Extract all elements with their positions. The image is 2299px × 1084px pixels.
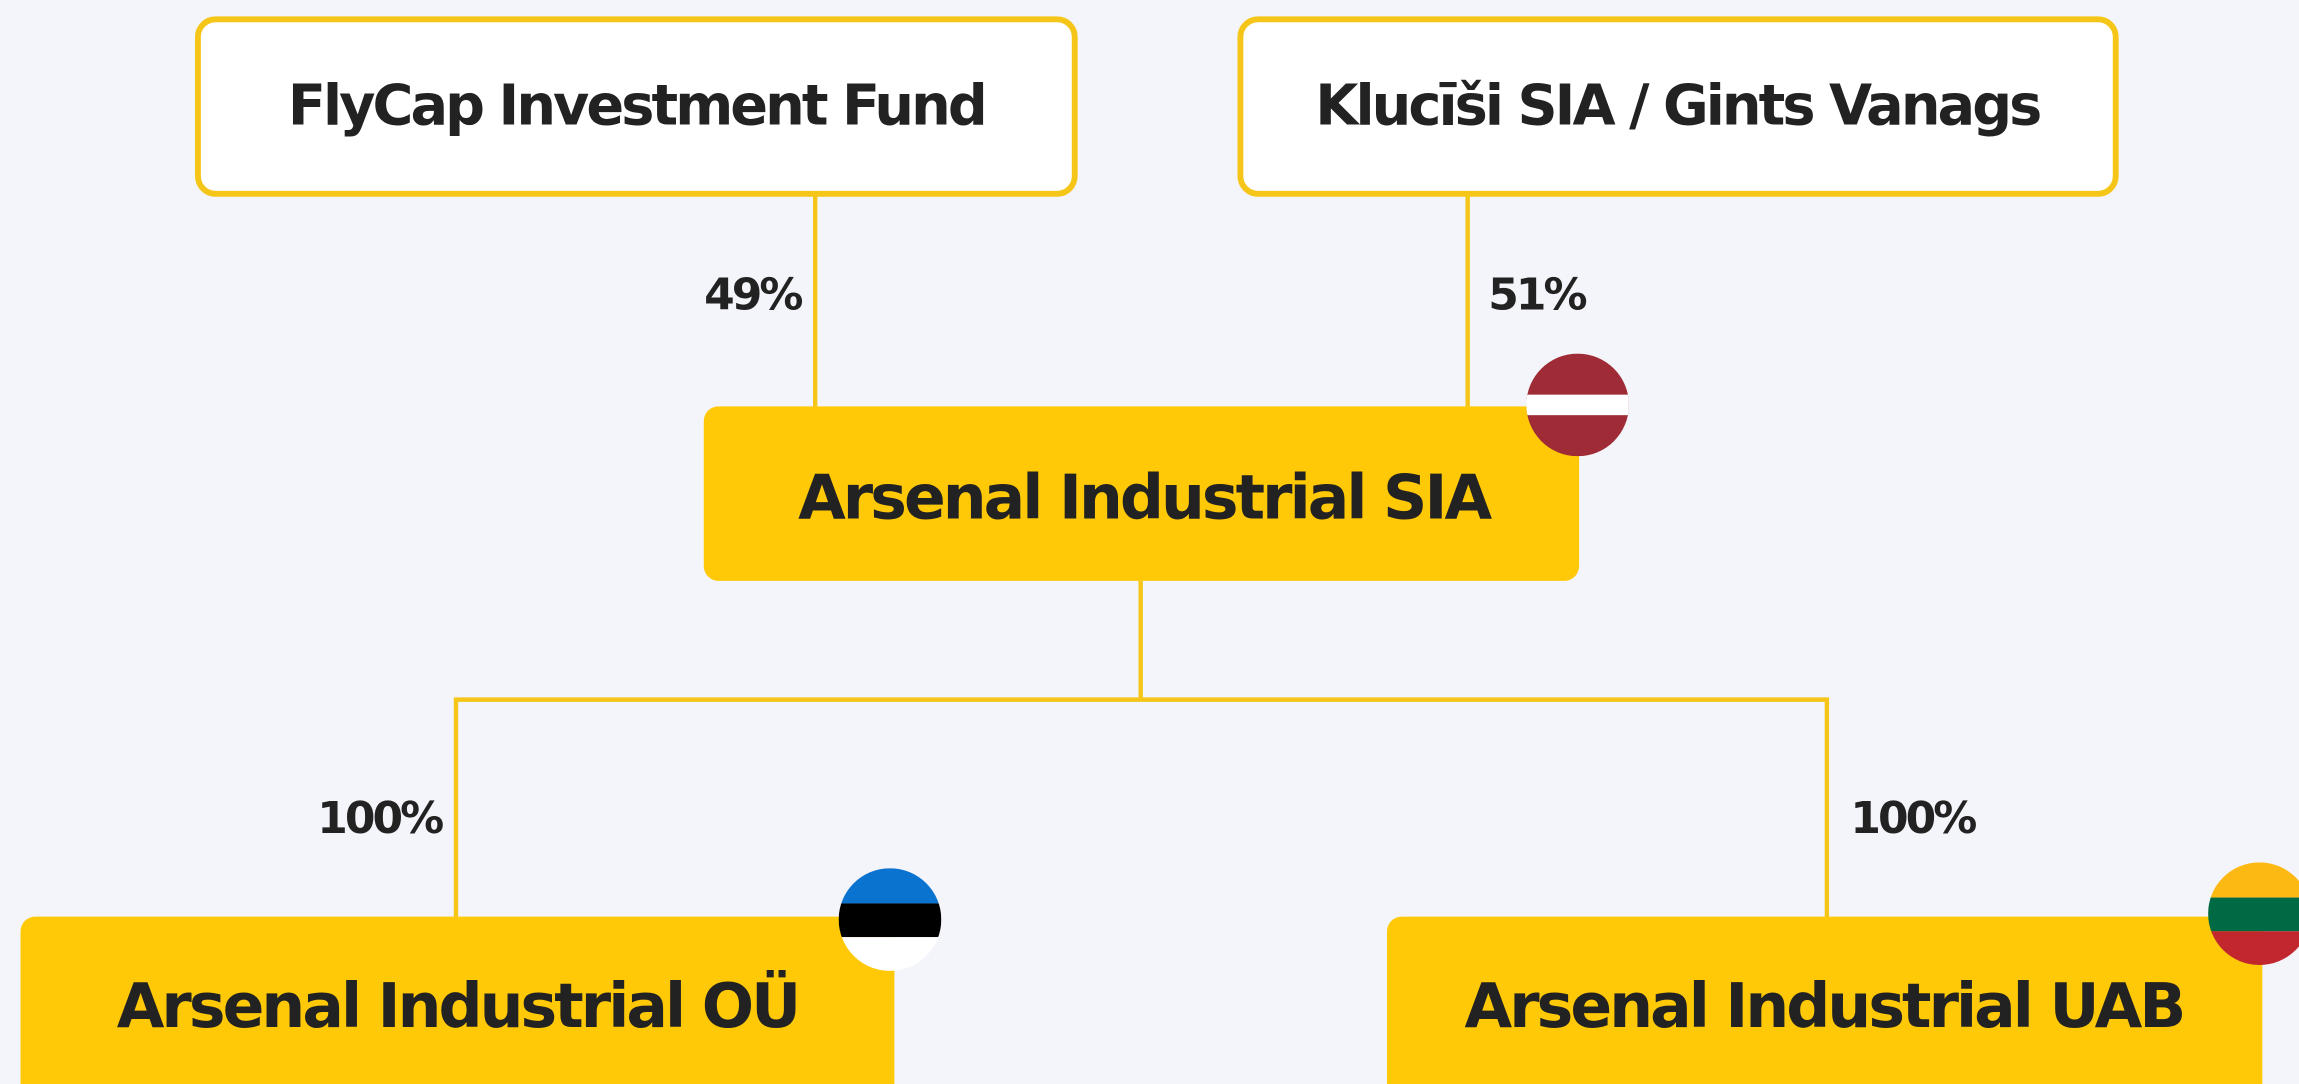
company-box	[703, 406, 1580, 581]
company-box	[20, 916, 895, 1084]
flag-estonia	[838, 868, 942, 971]
node-label: Arsenal Industrial SIA	[798, 461, 1492, 533]
ownership-label: 49%	[704, 269, 802, 320]
node-label: Arsenal Industrial UAB	[1464, 970, 2183, 1042]
owner-box	[195, 16, 1078, 197]
owner-box	[1237, 16, 2119, 197]
ownership-label: 100%	[1850, 793, 1976, 844]
connector	[453, 697, 1830, 919]
node-label: Klucīši SIA / Gints Vanags	[1315, 73, 2040, 138]
ownership-label: 100%	[317, 793, 443, 844]
ownership-label: 51%	[1488, 269, 1586, 320]
node-label: Arsenal Industrial OÜ	[117, 969, 798, 1042]
node-label: FlyCap Investment Fund	[288, 73, 985, 138]
company-box	[1387, 916, 2263, 1084]
flag-latvia	[1526, 353, 1629, 457]
